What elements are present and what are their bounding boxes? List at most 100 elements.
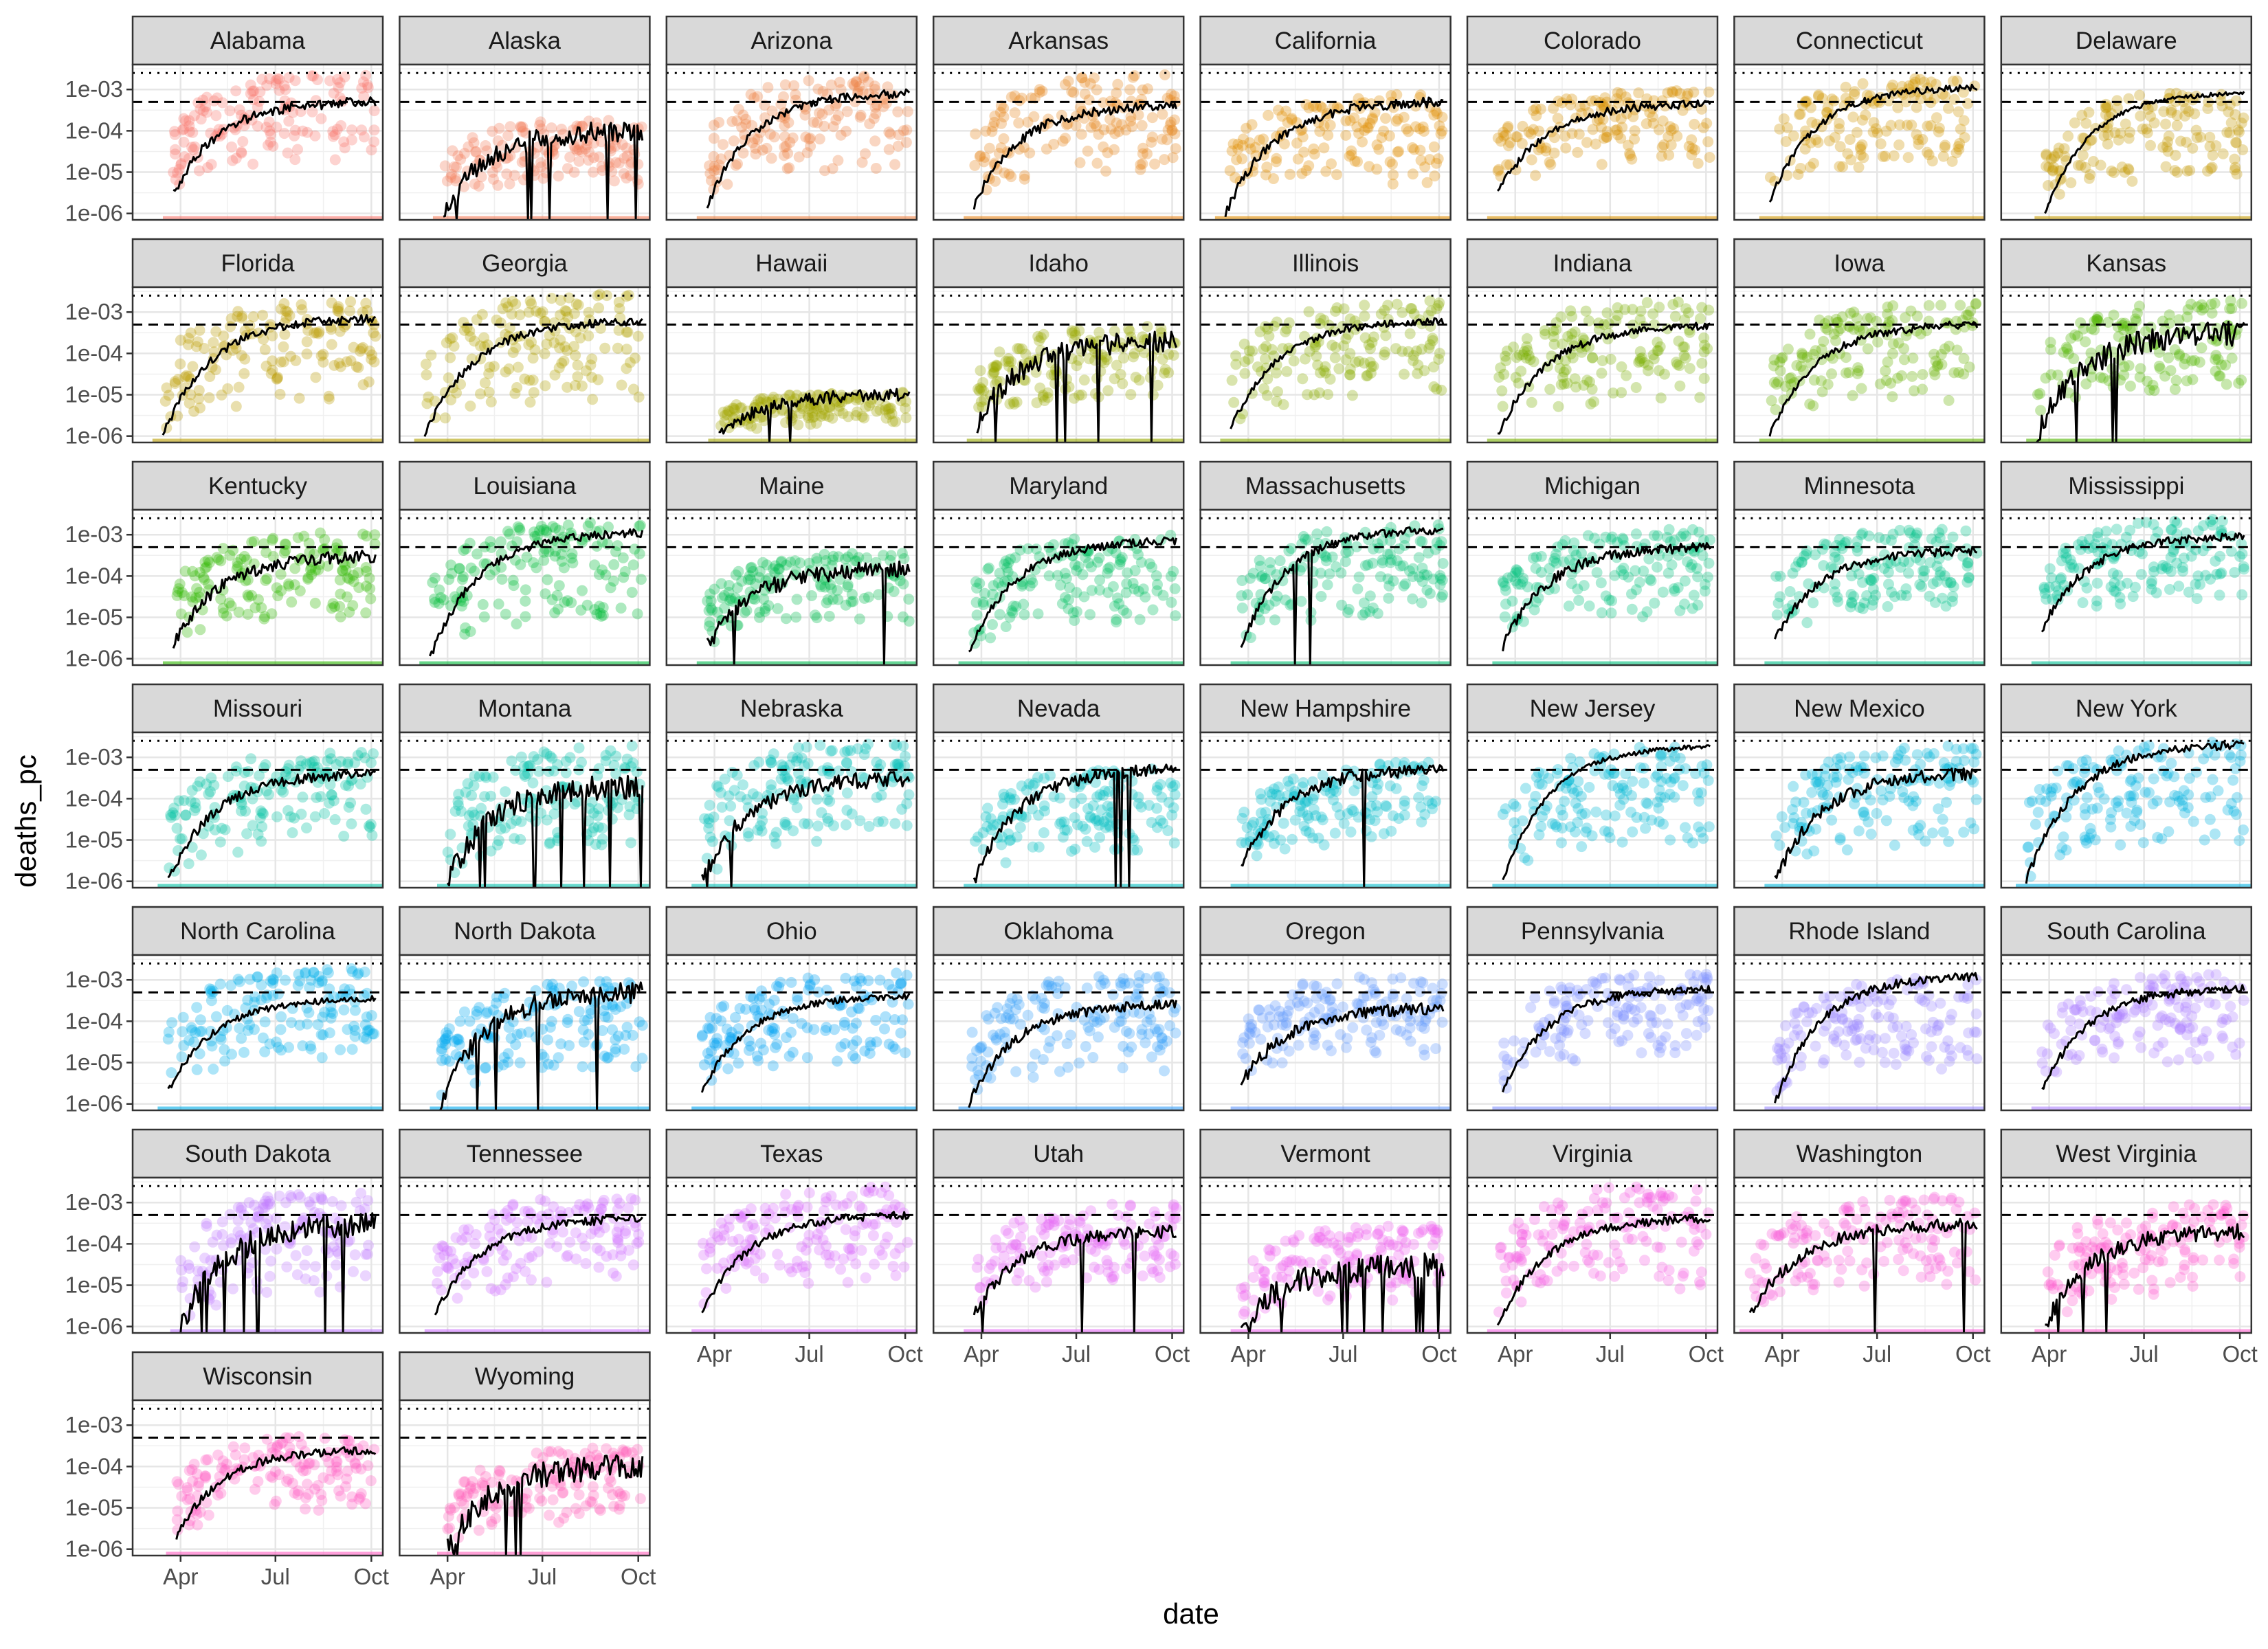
data-point — [2091, 314, 2103, 326]
panel-data — [691, 739, 917, 888]
data-point — [2135, 110, 2146, 122]
data-point — [360, 298, 372, 309]
panel-massachusetts: Massachusetts — [1199, 460, 1452, 666]
data-point — [1245, 831, 1256, 842]
data-point — [1303, 306, 1315, 317]
data-point — [1586, 96, 1597, 107]
data-point — [860, 743, 871, 754]
data-point — [1338, 818, 1350, 829]
data-point — [1059, 568, 1071, 579]
data-point — [1915, 328, 1926, 339]
data-point — [1928, 348, 1939, 360]
data-point — [2043, 161, 2055, 172]
data-point — [1353, 811, 1364, 823]
data-point — [365, 757, 377, 769]
data-point — [1071, 819, 1083, 831]
data-point — [2238, 112, 2249, 124]
data-point — [1948, 76, 1959, 87]
data-point — [1586, 830, 1598, 842]
data-point — [177, 124, 188, 136]
data-point — [896, 803, 908, 815]
data-point — [1654, 302, 1665, 313]
data-point — [841, 805, 853, 816]
data-point — [1634, 355, 1646, 367]
data-point — [1018, 598, 1030, 610]
panel-data — [964, 763, 1184, 888]
data-point — [324, 75, 335, 87]
data-point — [2045, 369, 2057, 381]
data-point — [183, 370, 194, 382]
data-point — [1599, 825, 1610, 837]
data-point — [1147, 604, 1159, 616]
data-point — [1334, 809, 1346, 820]
data-point — [2207, 150, 2219, 161]
data-point — [612, 802, 623, 814]
data-point — [1867, 599, 1878, 611]
data-point — [1781, 122, 1793, 133]
data-point — [343, 801, 355, 813]
data-point — [1847, 390, 1858, 401]
data-point — [778, 91, 789, 102]
data-point — [1289, 786, 1300, 797]
data-point — [168, 803, 180, 814]
data-point — [1944, 780, 1955, 791]
data-point — [1254, 561, 1266, 572]
data-point — [314, 559, 325, 570]
data-point — [326, 339, 337, 350]
data-point — [2183, 586, 2194, 598]
data-point — [1264, 786, 1276, 798]
data-point — [1871, 127, 1883, 139]
data-point — [1691, 563, 1702, 574]
data-point — [1585, 398, 1597, 410]
data-point — [1934, 532, 1946, 543]
data-point — [1911, 102, 1922, 113]
data-point — [1271, 801, 1282, 813]
data-point — [703, 813, 715, 824]
data-point — [1067, 550, 1078, 561]
data-point — [1808, 157, 1819, 169]
data-point — [715, 420, 727, 431]
data-point — [443, 372, 454, 383]
data-point — [979, 151, 990, 163]
data-point — [2135, 363, 2146, 374]
data-point — [902, 106, 913, 117]
data-point — [2225, 117, 2237, 128]
data-point — [1549, 819, 1561, 831]
data-point — [2058, 143, 2070, 155]
data-point — [1782, 344, 1794, 355]
data-point — [2157, 559, 2169, 571]
data-point — [1623, 571, 1634, 583]
data-point — [1586, 383, 1598, 395]
data-point — [1535, 550, 1547, 562]
data-point — [217, 603, 229, 614]
data-point — [612, 342, 623, 354]
data-point — [791, 594, 803, 605]
data-point — [830, 114, 842, 126]
data-point — [1005, 794, 1016, 806]
data-point — [757, 411, 769, 423]
data-point — [1277, 343, 1289, 355]
data-point — [1308, 143, 1320, 155]
data-point — [746, 561, 757, 573]
data-point — [737, 147, 749, 159]
data-point — [1672, 582, 1684, 594]
data-point — [1674, 88, 1686, 100]
data-point — [185, 796, 197, 807]
data-point — [704, 831, 716, 843]
data-point — [755, 820, 766, 831]
data-point — [334, 92, 346, 104]
data-point — [1652, 530, 1663, 541]
data-point — [524, 374, 535, 386]
data-point — [745, 574, 757, 585]
data-point — [1674, 752, 1686, 764]
data-point — [2216, 567, 2227, 579]
data-point — [1122, 567, 1133, 579]
data-point — [591, 117, 602, 128]
data-point — [1771, 609, 1783, 620]
data-point — [1640, 822, 1652, 834]
data-point — [2191, 593, 2203, 605]
data-point — [272, 372, 283, 383]
data-point — [1659, 368, 1670, 380]
facet-label: Iowa — [1834, 250, 1885, 277]
data-point — [2181, 311, 2193, 323]
